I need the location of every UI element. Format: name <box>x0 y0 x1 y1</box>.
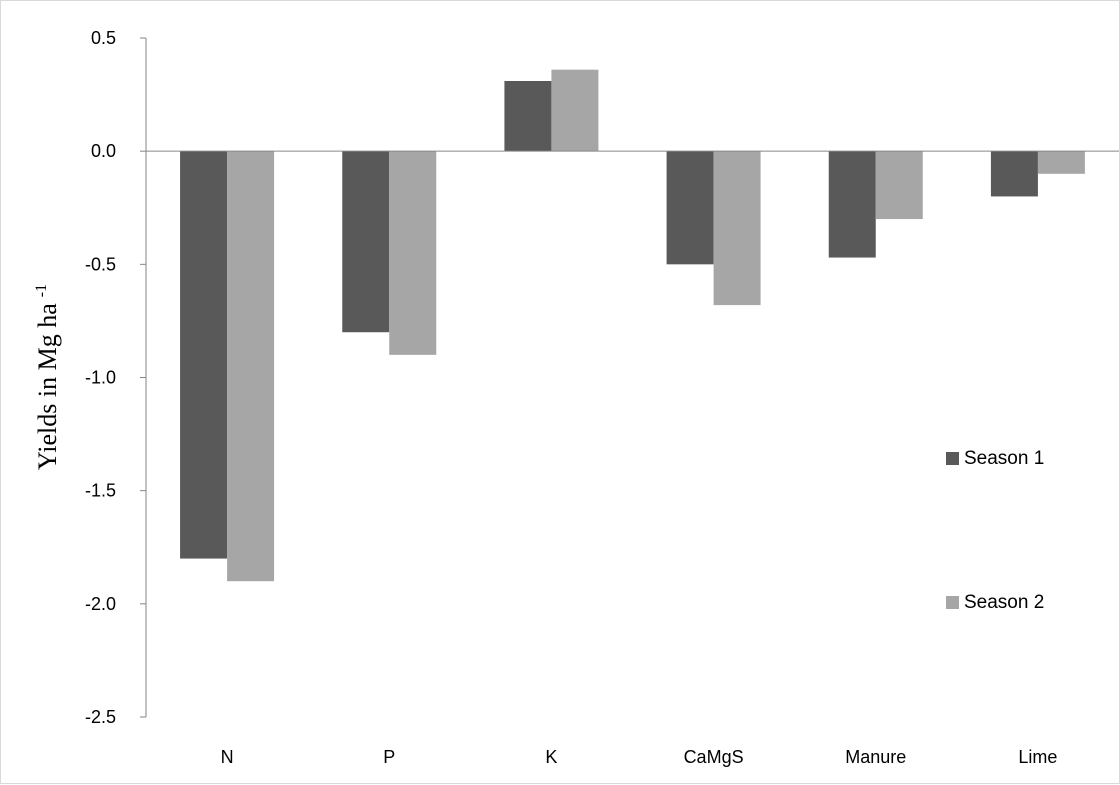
x-tick-label: P <box>383 747 395 767</box>
x-tick-label: K <box>545 747 557 767</box>
bar-season-2 <box>551 69 599 152</box>
x-tick-label: Lime <box>1018 747 1057 767</box>
bar-season-1 <box>666 151 714 265</box>
y-tick-label: -2.0 <box>85 594 116 614</box>
y-tick-label: 0.5 <box>91 28 116 48</box>
legend-swatch <box>946 452 959 465</box>
x-tick-label: CaMgS <box>684 747 744 767</box>
y-tick-label: -1.0 <box>85 368 116 388</box>
bar-season-2 <box>1037 151 1085 174</box>
y-tick-label: -0.5 <box>85 254 116 274</box>
x-tick-label: N <box>221 747 234 767</box>
legend-swatch <box>946 596 959 609</box>
svg-text:Yields in Mg ha-1: Yields in Mg ha -1 <box>33 284 62 470</box>
y-axis-label-superscript: -1 <box>33 284 50 297</box>
y-tick-label: 0.0 <box>91 141 116 161</box>
bar-season-2 <box>875 151 923 220</box>
bar-season-2 <box>713 151 761 306</box>
y-axis-label: Yields in Mg ha -1 <box>33 284 62 470</box>
y-tick-label: -1.5 <box>85 481 116 501</box>
bar-season-1 <box>342 151 390 333</box>
bar-season-1 <box>828 151 876 258</box>
bar-season-2 <box>227 151 275 582</box>
bar-season-1 <box>504 81 552 152</box>
bar-season-2 <box>389 151 437 355</box>
legend-label: Season 2 <box>964 592 1044 613</box>
bar-season-1 <box>180 151 228 559</box>
legend-label: Season 1 <box>964 448 1044 469</box>
y-tick-label: -2.5 <box>85 707 116 727</box>
y-axis-label-text: Yields in Mg ha <box>33 303 62 470</box>
x-tick-label: Manure <box>845 747 906 767</box>
bar-season-1 <box>990 151 1038 197</box>
